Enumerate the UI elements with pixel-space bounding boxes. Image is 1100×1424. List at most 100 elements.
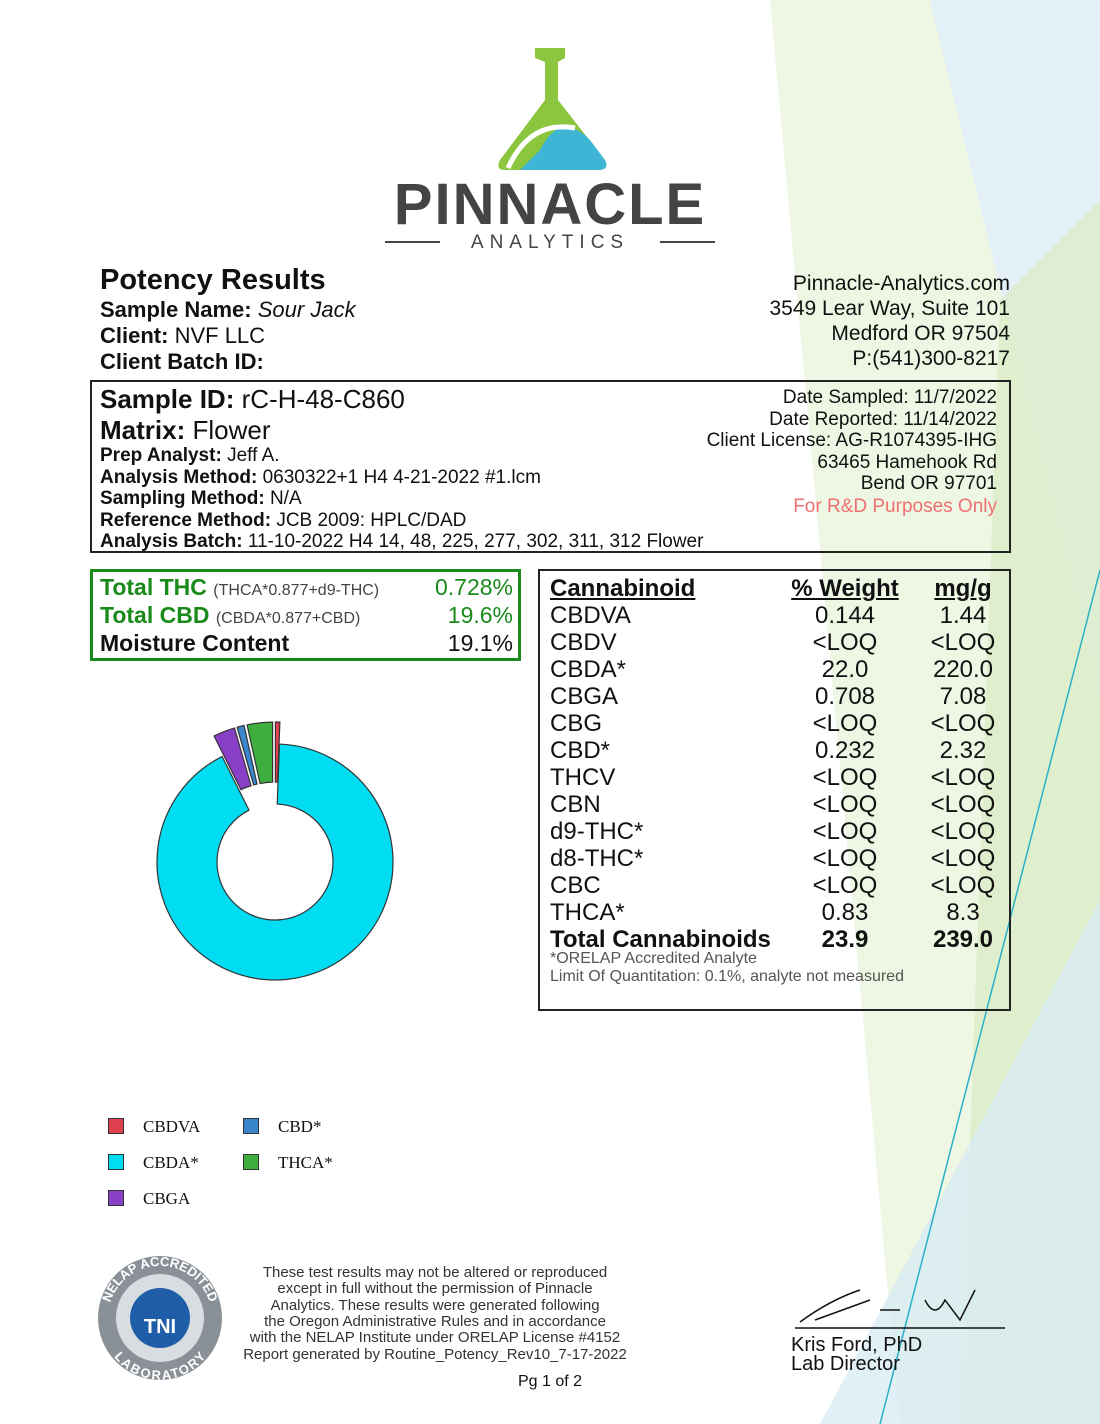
table-cell: <LOQ	[930, 872, 996, 899]
table-cell: 0.708	[814, 683, 876, 710]
table-cell: CBDA*	[550, 656, 627, 683]
info-right: 63465 Hamehook Rd	[817, 451, 997, 473]
pie-slice	[213, 727, 252, 791]
disclaimer-line: Analytics. These results were generated …	[270, 1296, 600, 1314]
table-cell: Cannabinoid	[550, 575, 696, 602]
table-cell: d9-THC*	[550, 818, 644, 845]
table-cell: <LOQ	[812, 710, 878, 737]
info-right: Date Sampled: 11/7/2022	[782, 387, 997, 408]
page-number: Pg 1 of 2	[517, 1373, 583, 1390]
disclaimer-line: These test results may not be altered or…	[262, 1264, 608, 1281]
field-part: Jeff A.	[227, 445, 280, 466]
header-field: Client: NVF LLC	[100, 325, 265, 347]
field-part: Prep Analyst:	[100, 445, 222, 466]
summary-value: 0.728%	[434, 574, 513, 600]
table-cell: 2.32	[939, 737, 987, 764]
title: Potency Results	[100, 264, 326, 296]
table-cell: <LOQ	[930, 791, 996, 818]
field-part: Reference Method:	[100, 509, 272, 531]
table-cell: <LOQ	[930, 710, 996, 737]
info-right: Bend OR 97701	[860, 473, 997, 494]
table-cell: 0.232	[814, 737, 876, 764]
table-cell: <LOQ	[930, 629, 996, 656]
table-cell: <LOQ	[930, 764, 996, 791]
table-cell: CBN	[550, 791, 601, 818]
table-cell: 239.0	[932, 926, 994, 953]
field-part: JCB 2009: HPLC/DAD	[276, 509, 467, 531]
signer: Kris Ford, PhD	[791, 1334, 923, 1356]
table-cell: 22.0	[821, 656, 869, 683]
info-box	[90, 380, 1011, 553]
table-cell: 220.0	[932, 656, 994, 683]
legend-label: THCA*	[278, 1153, 333, 1172]
field-part: Client Batch ID:	[100, 349, 264, 374]
table-cell: <LOQ	[812, 872, 878, 899]
table-cell: <LOQ	[930, 845, 996, 872]
table-cell: 23.9	[821, 926, 869, 953]
summary-label: Total CBD (CBDA*0.877+CBD)	[100, 604, 360, 627]
table-note: Limit Of Quantitation: 0.1%, analyte not…	[550, 968, 904, 985]
table-cell: d8-THC*	[550, 845, 644, 872]
legend-label: CBDA*	[143, 1153, 199, 1172]
company-line: Medford OR 97504	[831, 322, 1010, 345]
info-right: Date Reported: 11/14/2022	[769, 408, 997, 430]
info-field: Reference Method: JCB 2009: HPLC/DAD	[100, 511, 466, 530]
header-field: Client Batch ID:	[100, 351, 264, 373]
field-part: 0630322+1 H4 4-21-2022 #1.lcm	[262, 466, 541, 488]
field-part: Sampling Method:	[100, 488, 265, 509]
matrix: Matrix: Flower	[100, 415, 271, 445]
table-cell: CBGA	[550, 683, 619, 710]
field-part: Total THC	[100, 574, 207, 600]
table-cell: <LOQ	[812, 818, 878, 845]
disclaimer-line: Report generated by Routine_Potency_Rev1…	[243, 1345, 627, 1363]
table-cell: 7.08	[939, 683, 987, 710]
info-field: Prep Analyst: Jeff A.	[100, 446, 280, 465]
table-cell: <LOQ	[812, 629, 878, 656]
company-line: P:(541)300-8217	[852, 347, 1010, 370]
field-part: N/A	[269, 488, 302, 509]
table-box	[538, 569, 1011, 1011]
summary-box	[90, 569, 521, 661]
disclaimer-line: the Oregon Administrative Rules and in a…	[264, 1312, 606, 1330]
table-cell: THCV	[550, 764, 616, 791]
field-part: Analysis Method:	[100, 466, 258, 488]
pie-chart	[156, 721, 394, 981]
table-cell: THCA*	[550, 899, 625, 926]
rnd-note: For R&D Purposes Only	[793, 496, 997, 517]
field-part: (THCA*0.877+d9-THC)	[213, 582, 380, 599]
company-line: 3549 Lear Way, Suite 101	[769, 297, 1011, 320]
info-right: Client License: AG-R1074395-IHG	[706, 430, 997, 451]
legend-swatch	[243, 1118, 259, 1134]
table-cell: CBDV	[550, 629, 617, 656]
field-part: Moisture Content	[100, 630, 290, 656]
legend-label: CBGA	[143, 1189, 191, 1208]
table-cell: CBD*	[550, 737, 611, 764]
table-cell: <LOQ	[930, 818, 996, 845]
signer-title: Lab Director	[791, 1353, 900, 1375]
info-field: Sampling Method: N/A	[100, 489, 302, 508]
legend-swatch	[108, 1190, 124, 1206]
field-part: Sample Name:	[100, 297, 252, 322]
pie-slice	[156, 743, 394, 981]
field-part: Analysis Batch:	[100, 531, 243, 552]
field-part: Sour Jack	[257, 297, 356, 322]
header-field: Sample Name: Sour Jack	[100, 299, 356, 321]
table-cell: 8.3	[946, 899, 980, 926]
table-cell: CBDVA	[550, 602, 631, 629]
field-part: Client:	[100, 323, 169, 348]
legend-label: CBD*	[278, 1117, 322, 1136]
pie-slice	[246, 721, 274, 785]
table-cell: mg/g	[934, 575, 992, 602]
summary-value: 19.6%	[447, 602, 513, 628]
field-part: Total CBD	[100, 602, 210, 628]
table-cell: CBG	[550, 710, 603, 737]
info-field: Analysis Batch: 11-10-2022 H4 14, 48, 22…	[100, 532, 703, 551]
disclaimer-line: except in full without the permission of…	[277, 1280, 593, 1298]
brand-name: PINNACLE	[393, 172, 707, 237]
brand-sub: ANALYTICS	[470, 232, 630, 253]
table-cell: <LOQ	[812, 764, 878, 791]
field-part: NVF LLC	[174, 323, 266, 348]
field-part: (CBDA*0.877+CBD)	[215, 610, 361, 627]
table-cell: <LOQ	[812, 791, 878, 818]
